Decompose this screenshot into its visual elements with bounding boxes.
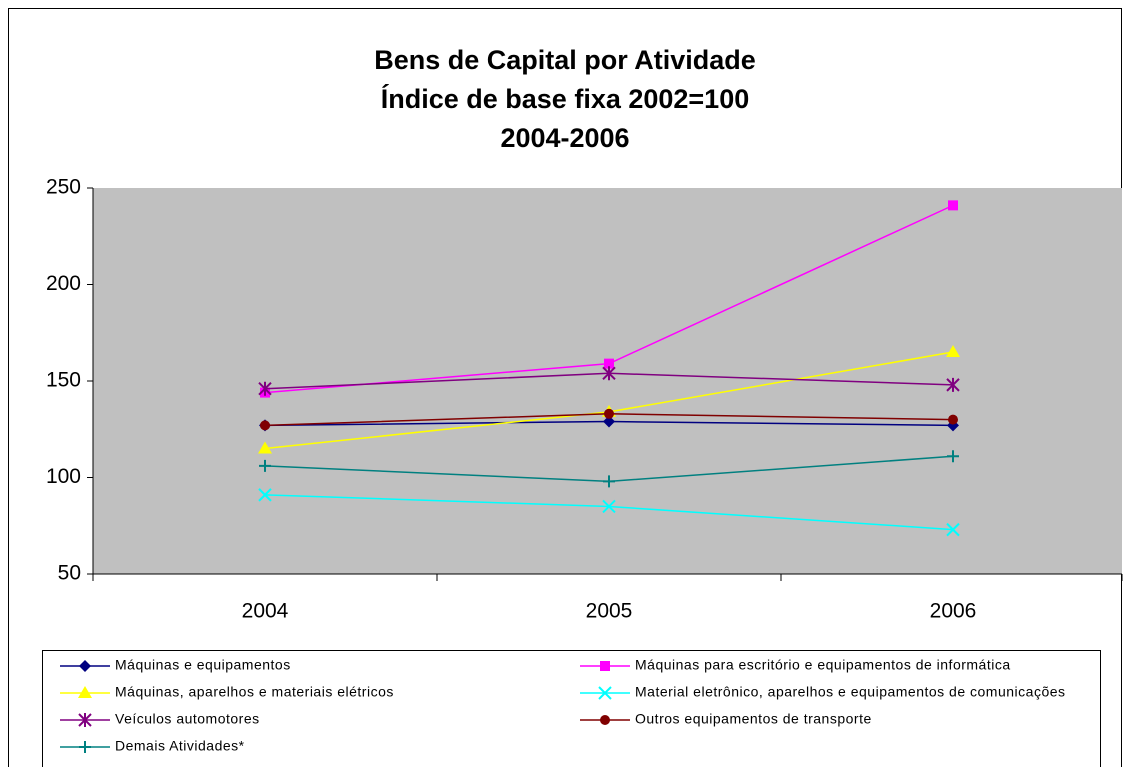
marker xyxy=(598,686,612,700)
marker xyxy=(602,499,616,514)
chart-title: Índice de base fixa 2002=100 xyxy=(381,83,749,114)
legend-label: Máquinas, aparelhos e materiais elétrico… xyxy=(115,684,394,700)
marker xyxy=(600,661,610,671)
y-tick-label: 250 xyxy=(46,176,81,199)
plot-area xyxy=(93,188,1122,574)
marker xyxy=(78,686,92,698)
chart-title: 2004-2006 xyxy=(500,123,629,153)
marker xyxy=(603,475,615,488)
marker xyxy=(260,420,270,431)
marker xyxy=(79,660,91,672)
marker xyxy=(258,441,272,454)
legend-box xyxy=(42,650,1101,767)
y-tick-label: 150 xyxy=(46,369,81,392)
marker xyxy=(946,522,960,537)
legend-label: Material eletrônico, aparelhos e equipam… xyxy=(635,684,1066,700)
marker xyxy=(258,381,272,396)
marker xyxy=(79,741,91,753)
marker xyxy=(947,450,959,463)
marker xyxy=(948,414,958,425)
marker xyxy=(946,345,960,358)
chart-title: Bens de Capital por Atividade xyxy=(374,45,756,75)
marker xyxy=(946,377,960,392)
marker xyxy=(603,415,615,428)
x-tick-label: 2006 xyxy=(930,600,977,623)
legend-label: Máquinas e equipamentos xyxy=(115,657,291,673)
legend-label: Outros equipamentos de transporte xyxy=(635,711,872,727)
y-tick-label: 200 xyxy=(46,272,81,295)
marker xyxy=(600,715,610,725)
marker xyxy=(604,408,614,419)
x-tick-label: 2005 xyxy=(586,600,633,623)
marker xyxy=(948,200,958,211)
marker xyxy=(602,366,616,381)
legend-label: Demais Atividades* xyxy=(115,738,245,754)
y-tick-label: 50 xyxy=(58,562,81,585)
legend-label: Máquinas para escritório e equipamentos … xyxy=(635,657,1011,673)
marker xyxy=(604,358,614,369)
legend-label: Veículos automotores xyxy=(115,711,260,727)
x-tick-label: 2004 xyxy=(242,600,289,623)
marker xyxy=(258,488,272,502)
y-tick-label: 100 xyxy=(46,465,81,488)
marker xyxy=(259,459,271,472)
marker xyxy=(78,713,92,727)
